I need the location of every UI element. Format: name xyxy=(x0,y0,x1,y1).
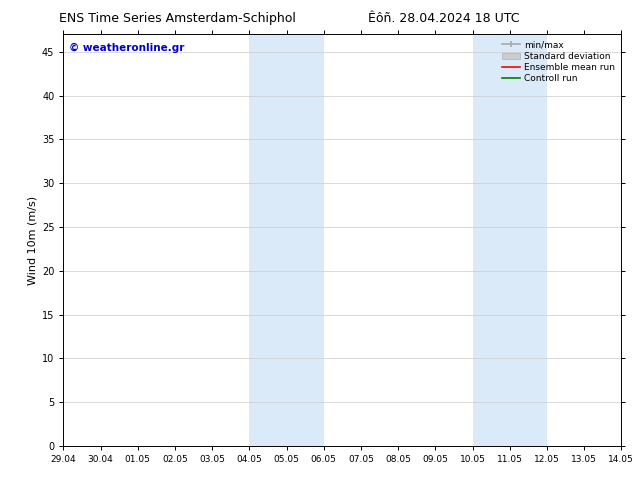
Y-axis label: Wind 10m (m/s): Wind 10m (m/s) xyxy=(28,196,37,285)
Text: © weatheronline.gr: © weatheronline.gr xyxy=(69,43,184,52)
Text: ENS Time Series Amsterdam-Schiphol: ENS Time Series Amsterdam-Schiphol xyxy=(59,12,296,25)
Text: Êôñ. 28.04.2024 18 UTC: Êôñ. 28.04.2024 18 UTC xyxy=(368,12,519,25)
Legend: min/max, Standard deviation, Ensemble mean run, Controll run: min/max, Standard deviation, Ensemble me… xyxy=(500,39,617,85)
Bar xyxy=(472,34,547,446)
Bar xyxy=(249,34,324,446)
